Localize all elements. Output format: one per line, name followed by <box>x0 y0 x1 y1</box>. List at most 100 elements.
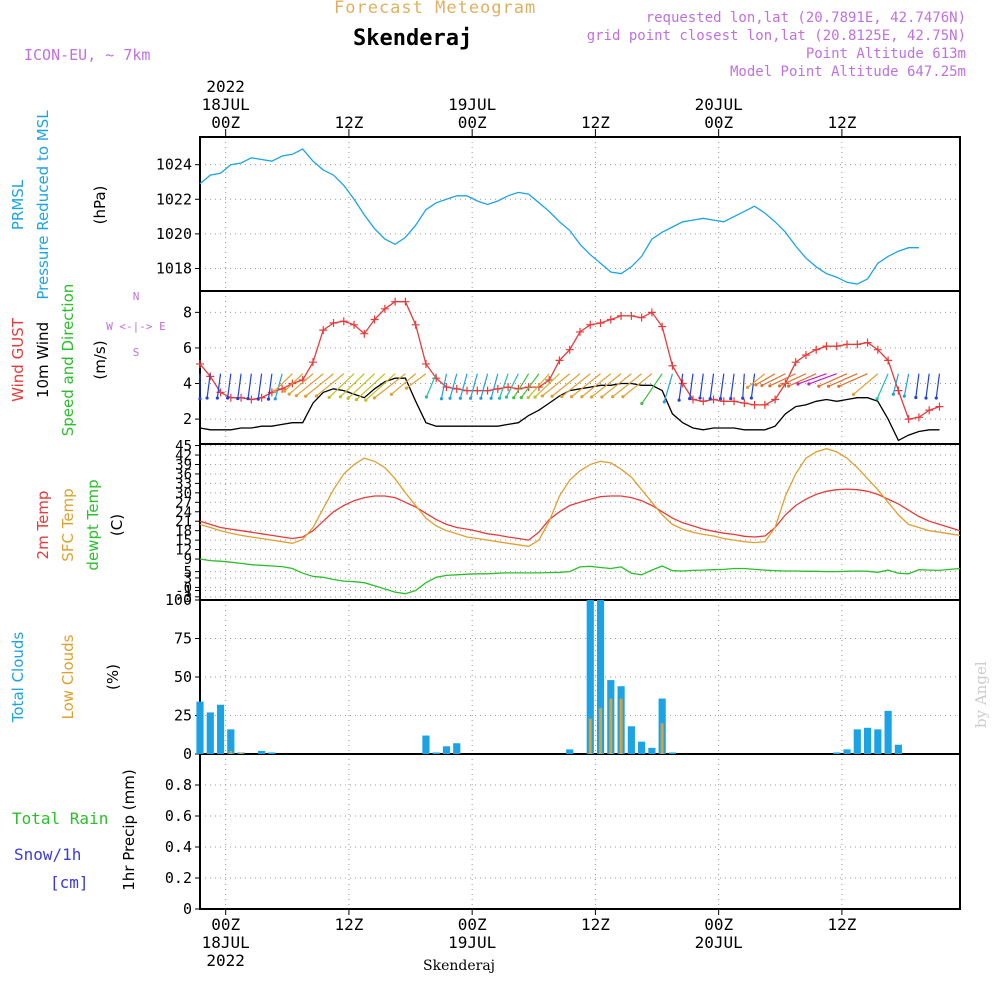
top-time-label: 20JUL <box>695 95 743 114</box>
wind-arrow-head <box>236 396 240 401</box>
y-tick-label: 4 <box>183 375 192 393</box>
wind-arrow-head <box>698 396 702 400</box>
low-cloud-bar <box>609 698 613 754</box>
bottom-time-label: 12Z <box>334 915 363 934</box>
wind-arrow-head <box>796 382 800 386</box>
wind-arrow-head <box>902 394 906 398</box>
y-tick-label: -1 <box>175 584 192 600</box>
wind-direction-arrow <box>490 373 499 399</box>
wind-arrow-head <box>826 384 831 388</box>
wind-direction-arrow <box>296 373 324 397</box>
y-tick-label: 0 <box>183 900 192 918</box>
total-cloud-bar <box>884 710 892 754</box>
total-cloud-bar <box>874 729 882 754</box>
y-tick-label: 33 <box>175 476 192 492</box>
gust-marker <box>760 400 769 409</box>
y-tick-label: 2 <box>183 410 192 428</box>
wind-direction-arrow <box>808 373 837 385</box>
wind-gust-line <box>199 301 940 420</box>
gust-marker <box>791 358 800 367</box>
total-cloud-bar <box>648 747 656 754</box>
top-time-label: 18JUL <box>202 95 250 114</box>
precipitation-panel: 0 0.2 0.4 0.6 0.8 <box>165 753 961 918</box>
wind-arrow-head <box>372 396 377 400</box>
bottom-time-label: 00Z <box>211 915 240 934</box>
pressure-panel: 1018 1020 1022 1024 <box>156 136 961 292</box>
y-tick-label: 21 <box>175 514 192 530</box>
bottom-time-label: 00Z <box>458 915 487 934</box>
gust-marker <box>637 313 646 322</box>
pressure-label: PRMSL <box>9 179 27 230</box>
total-cloud-bar <box>833 752 841 754</box>
gust-marker <box>617 311 626 320</box>
low-cloud-bar <box>239 752 243 754</box>
wind-arrow-head <box>404 386 409 390</box>
temp2m-line <box>199 488 961 541</box>
wind-arrow-head <box>314 394 319 398</box>
total-cloud-bar <box>258 750 266 754</box>
gust-marker <box>360 329 369 338</box>
wind-arrow-head <box>688 396 692 401</box>
gust-marker <box>401 297 410 306</box>
top-time-label: 19JUL <box>448 95 496 114</box>
gust-marker <box>863 338 872 347</box>
y-tick-label: 15 <box>175 533 192 549</box>
gust-marker <box>873 345 882 354</box>
snow-label: Snow/1h <box>14 845 81 864</box>
gust-marker <box>534 383 543 392</box>
wind-direction-arrow <box>730 373 735 399</box>
wind-direction-arrow <box>339 373 365 398</box>
gust-marker <box>894 386 903 395</box>
wind-arrow-head <box>777 384 782 388</box>
wind-direction-arrow <box>374 373 406 399</box>
gust-marker <box>884 356 893 365</box>
gust-marker <box>904 415 913 424</box>
wind-arrow-head <box>662 400 666 404</box>
wind-arrow-head <box>266 397 271 401</box>
y-tick-label: -3 <box>175 590 192 606</box>
pressure-frame <box>199 136 961 292</box>
wind-direction-arrow <box>227 373 232 399</box>
rain-label: Total Rain <box>12 809 108 828</box>
top-time-label: 2022 <box>206 77 245 96</box>
y-tick-label: 75 <box>174 630 192 648</box>
wind-arrow-head <box>891 392 895 396</box>
wind-arrow-head <box>745 385 750 389</box>
wind-direction-arrow <box>505 373 519 398</box>
wind-direction-arrow <box>267 373 273 400</box>
clouds-label: Low Clouds <box>59 634 77 719</box>
forecast-title: Forecast Meteogram <box>334 0 537 18</box>
wind-arrow-head <box>934 396 938 400</box>
wind-direction-arrow <box>571 373 601 398</box>
wind-direction-arrow <box>779 373 807 387</box>
total-cloud-bar <box>216 704 225 754</box>
wind-direction-arrow <box>257 373 263 400</box>
total-cloud-bar <box>843 749 851 754</box>
top-time-label: 12Z <box>827 113 856 132</box>
wind-arrow-head <box>807 382 811 386</box>
y-tick-label: 0.2 <box>165 869 192 887</box>
gust-marker <box>339 317 348 326</box>
total-cloud-bar <box>863 727 872 754</box>
requested-coordinates: requested lon,lat (20.7891E, 42.7476N) <box>645 10 966 26</box>
wind-direction-arrow <box>237 373 242 399</box>
wind-arrow-head <box>621 395 625 399</box>
gust-marker <box>658 322 667 331</box>
y-tick-label: 1024 <box>156 156 192 174</box>
wind-direction-arrow <box>818 373 848 387</box>
wind-direction-arrow <box>534 373 560 398</box>
gust-marker <box>463 386 472 395</box>
wind-arrow-head <box>338 395 343 399</box>
clouds-label: (%) <box>104 664 122 690</box>
compass-west-east: W <-|-> E <box>106 320 166 333</box>
wind-arrow-head <box>914 395 918 400</box>
wind-arrow-head <box>256 397 260 401</box>
gust-marker <box>853 340 862 349</box>
precipitation-frame <box>199 753 961 910</box>
y-tick-label: 1022 <box>156 190 192 208</box>
wind-direction-arrow <box>641 373 663 404</box>
low-cloud-bar <box>229 750 233 754</box>
gust-marker <box>678 379 687 388</box>
wind-direction-arrow <box>719 373 725 399</box>
